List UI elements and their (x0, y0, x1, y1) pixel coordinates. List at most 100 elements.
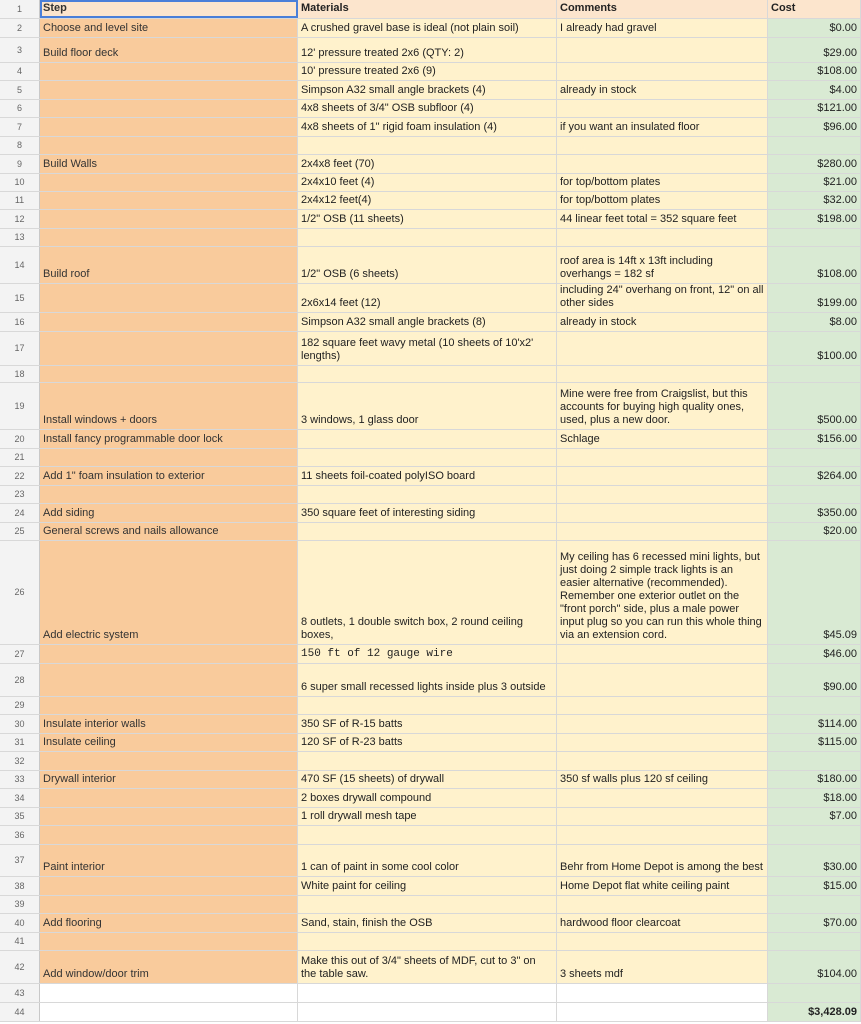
materials-cell[interactable] (298, 826, 557, 844)
row-number[interactable]: 43 (0, 984, 40, 1002)
row-number[interactable]: 5 (0, 81, 40, 99)
row-number[interactable]: 24 (0, 504, 40, 522)
cost-cell[interactable] (768, 229, 861, 246)
step-cell[interactable] (40, 826, 298, 844)
comments-cell[interactable]: I already had gravel (557, 19, 768, 37)
step-cell[interactable] (40, 284, 298, 312)
materials-cell[interactable]: 4x8 sheets of 1" rigid foam insulation (… (298, 118, 557, 136)
cost-cell[interactable]: $96.00 (768, 118, 861, 136)
total-cost-cell[interactable]: $3,428.09 (768, 1003, 861, 1021)
row-number[interactable]: 10 (0, 174, 40, 191)
materials-cell[interactable]: 8 outlets, 1 double switch box, 2 round … (298, 541, 557, 644)
cost-cell[interactable]: $121.00 (768, 100, 861, 117)
materials-cell[interactable]: 10' pressure treated 2x6 (9) (298, 63, 557, 80)
materials-cell[interactable]: 1/2" OSB (6 sheets) (298, 247, 557, 283)
cost-cell[interactable] (768, 366, 861, 382)
comments-cell[interactable] (557, 789, 768, 807)
cost-cell[interactable]: $8.00 (768, 313, 861, 331)
cost-cell[interactable]: $0.00 (768, 19, 861, 37)
materials-cell[interactable] (298, 697, 557, 714)
materials-cell[interactable] (298, 430, 557, 448)
row-number[interactable]: 12 (0, 210, 40, 228)
cost-cell[interactable]: $280.00 (768, 155, 861, 173)
header-step[interactable]: Step (40, 0, 298, 18)
step-cell[interactable] (40, 332, 298, 365)
materials-cell[interactable]: 1/2" OSB (11 sheets) (298, 210, 557, 228)
step-cell[interactable] (40, 81, 298, 99)
step-cell[interactable] (40, 697, 298, 714)
materials-cell[interactable]: 1 can of paint in some cool color (298, 845, 557, 876)
cost-cell[interactable]: $108.00 (768, 63, 861, 80)
step-cell[interactable]: Install fancy programmable door lock (40, 430, 298, 448)
comments-cell[interactable] (557, 752, 768, 770)
materials-cell[interactable]: 2x4x12 feet(4) (298, 192, 557, 209)
row-number[interactable]: 25 (0, 523, 40, 540)
step-cell[interactable]: Insulate interior walls (40, 715, 298, 733)
comments-cell[interactable]: hardwood floor clearcoat (557, 914, 768, 932)
cost-cell[interactable]: $21.00 (768, 174, 861, 191)
comments-cell[interactable] (557, 332, 768, 365)
row-number[interactable]: 3 (0, 38, 40, 62)
comments-cell[interactable]: My ceiling has 6 recessed mini lights, b… (557, 541, 768, 644)
comments-cell[interactable] (557, 449, 768, 466)
comments-cell[interactable] (557, 523, 768, 540)
comments-cell[interactable] (557, 715, 768, 733)
step-cell[interactable]: Add window/door trim (40, 951, 298, 983)
row-number[interactable]: 26 (0, 541, 40, 644)
materials-cell[interactable]: 470 SF (15 sheets) of drywall (298, 771, 557, 788)
materials-cell[interactable]: A crushed gravel base is ideal (not plai… (298, 19, 557, 37)
comments-cell[interactable]: for top/bottom plates (557, 174, 768, 191)
step-cell[interactable]: Build floor deck (40, 38, 298, 62)
step-cell[interactable] (40, 174, 298, 191)
materials-cell[interactable]: 2 boxes drywall compound (298, 789, 557, 807)
comments-cell[interactable] (557, 504, 768, 522)
step-cell[interactable] (40, 808, 298, 825)
comments-cell[interactable] (557, 896, 768, 913)
cost-cell[interactable]: $30.00 (768, 845, 861, 876)
row-number[interactable]: 34 (0, 789, 40, 807)
comments-cell[interactable] (557, 645, 768, 663)
step-cell[interactable] (40, 366, 298, 382)
step-cell[interactable]: Insulate ceiling (40, 734, 298, 751)
row-number[interactable]: 21 (0, 449, 40, 466)
materials-cell[interactable]: 350 square feet of interesting siding (298, 504, 557, 522)
cost-cell[interactable]: $45.09 (768, 541, 861, 644)
materials-cell[interactable]: 12' pressure treated 2x6 (QTY: 2) (298, 38, 557, 62)
step-cell[interactable] (40, 789, 298, 807)
comments-cell[interactable] (557, 826, 768, 844)
row-number[interactable]: 30 (0, 715, 40, 733)
row-number[interactable]: 8 (0, 137, 40, 154)
row-number[interactable]: 37 (0, 845, 40, 876)
row-number[interactable]: 22 (0, 467, 40, 485)
header-cost[interactable]: Cost (768, 0, 861, 18)
materials-cell[interactable] (298, 366, 557, 382)
step-cell[interactable]: General screws and nails allowance (40, 523, 298, 540)
row-number[interactable]: 13 (0, 229, 40, 246)
materials-cell[interactable]: 1 roll drywall mesh tape (298, 808, 557, 825)
row-number[interactable]: 1 (0, 0, 40, 18)
comments-cell[interactable] (557, 664, 768, 696)
cost-cell[interactable]: $29.00 (768, 38, 861, 62)
cost-cell[interactable]: $198.00 (768, 210, 861, 228)
comments-cell[interactable] (557, 808, 768, 825)
row-number[interactable]: 16 (0, 313, 40, 331)
materials-cell[interactable]: 2x6x14 feet (12) (298, 284, 557, 312)
comments-cell[interactable]: Mine were free from Craigslist, but this… (557, 383, 768, 429)
row-number[interactable]: 33 (0, 771, 40, 788)
cost-cell[interactable]: $199.00 (768, 284, 861, 312)
cost-cell[interactable] (768, 697, 861, 714)
header-comments[interactable]: Comments (557, 0, 768, 18)
step-cell[interactable] (40, 486, 298, 503)
row-number[interactable]: 6 (0, 100, 40, 117)
step-cell[interactable] (40, 100, 298, 117)
comments-cell[interactable]: Schlage (557, 430, 768, 448)
cost-cell[interactable]: $180.00 (768, 771, 861, 788)
row-number[interactable]: 36 (0, 826, 40, 844)
row-number[interactable]: 44 (0, 1003, 40, 1021)
row-number[interactable]: 42 (0, 951, 40, 983)
cost-cell[interactable]: $350.00 (768, 504, 861, 522)
cost-cell[interactable] (768, 826, 861, 844)
row-number[interactable]: 9 (0, 155, 40, 173)
row-number[interactable]: 4 (0, 63, 40, 80)
materials-cell[interactable]: 150 ft of 12 gauge wire (298, 645, 557, 663)
